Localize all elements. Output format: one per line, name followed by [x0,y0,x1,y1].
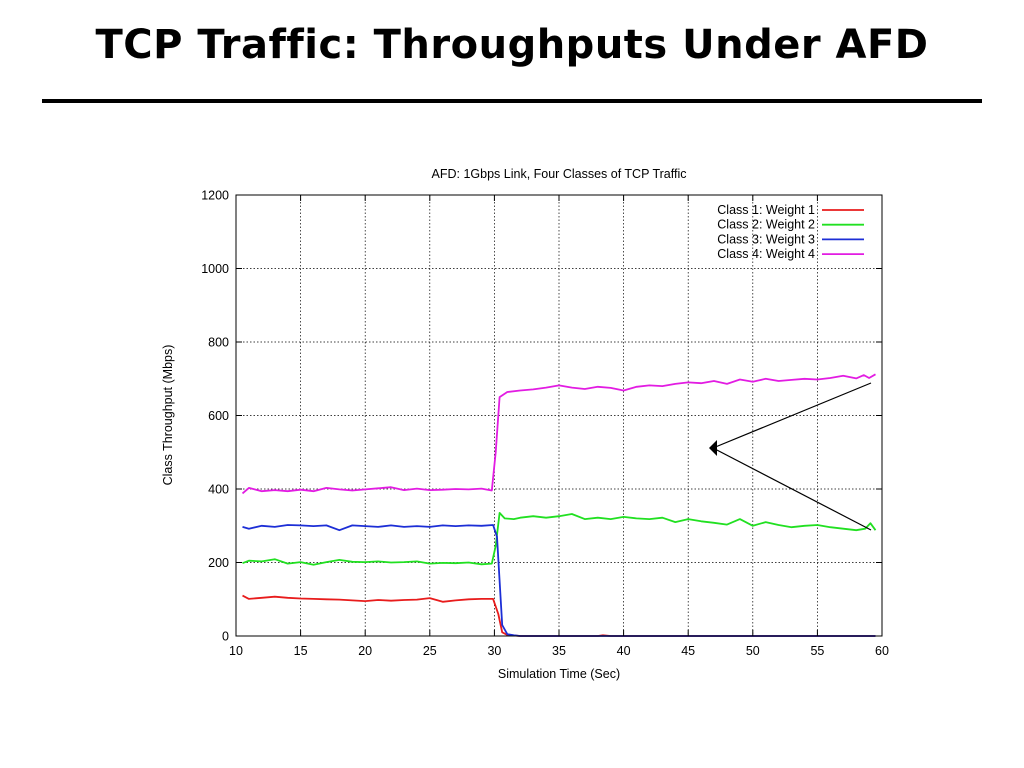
y-tick-label: 200 [208,556,229,570]
grid-lines [236,195,882,636]
y-tick-label: 800 [208,336,229,350]
chart-title: AFD: 1Gbps Link, Four Classes of TCP Tra… [432,167,687,181]
x-tick-label: 50 [746,644,760,658]
series-line-class-4 [241,373,876,495]
x-tick-label: 40 [617,644,631,658]
x-tick-label: 55 [810,644,824,658]
x-axis-label: Simulation Time (Sec) [498,667,620,681]
y-tick-label: 1200 [201,189,229,203]
y-tick-label: 400 [208,483,229,497]
series-line-class-2 [242,512,877,566]
arrow-line-upper [712,382,872,449]
x-tick-label: 45 [681,644,695,658]
y-tick-label: 600 [208,409,229,423]
arrow-line-lower [712,447,872,531]
slide-title: TCP Traffic: Throughputs Under AFD [95,22,929,68]
legend-label: Class 2: Weight 2 [717,218,815,232]
legend-label: Class 4: Weight 4 [717,247,815,261]
legend-label: Class 3: Weight 3 [717,232,815,246]
x-tick-label: 15 [294,644,308,658]
y-tick-label: 0 [222,630,229,644]
x-tick-label: 35 [552,644,566,658]
x-tick-label: 25 [423,644,437,658]
y-tick-label: 1000 [201,262,229,276]
title-divider [42,99,982,103]
x-tick-label: 20 [358,644,372,658]
axis-ticks: 10 15 20 25 30 35 40 45 50 55 60020040060080010001… [201,189,889,659]
x-tick-label: 60 [875,644,889,658]
x-tick-label: 10 [229,644,243,658]
y-axis-label: Class Throughput (Mbps) [161,345,175,486]
legend-label: Class 1: Weight 1 [717,203,815,217]
annotation-arrows [709,382,872,531]
x-tick-label: 30 [487,644,501,658]
arrow-head [709,440,717,456]
